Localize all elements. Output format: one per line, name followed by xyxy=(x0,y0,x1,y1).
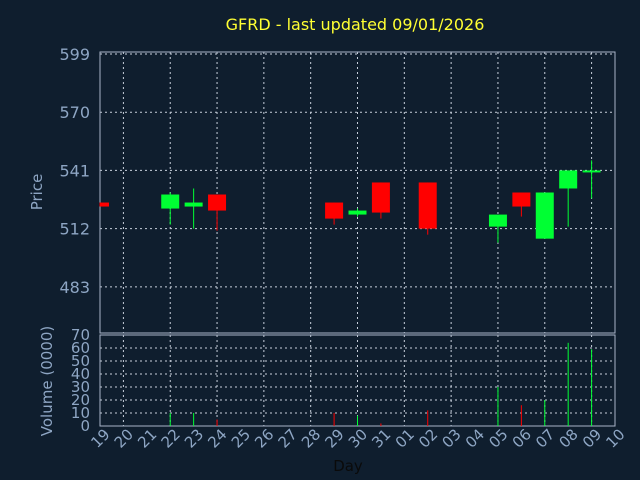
price-tick-label: 512 xyxy=(59,220,90,239)
price-panel: 599 570 541 512 483 xyxy=(59,45,616,334)
volume-tick-label: 50 xyxy=(71,352,90,370)
volume-tick-label: 0 xyxy=(80,417,90,435)
candle-body xyxy=(371,182,390,213)
volume-tick-label: 70 xyxy=(71,326,90,344)
candle-body xyxy=(488,214,507,227)
candle-body xyxy=(161,194,180,209)
price-plot-frame xyxy=(99,51,616,334)
volume-tick-label: 30 xyxy=(71,378,90,396)
candle-body xyxy=(418,182,437,229)
candle-body xyxy=(100,202,109,207)
volume-tick-label: 60 xyxy=(71,339,90,357)
price-tick-label: 599 xyxy=(59,45,90,64)
price-tick-label: 570 xyxy=(59,103,90,122)
price-axis-label: Price xyxy=(28,174,46,211)
price-tick-label: 483 xyxy=(59,278,90,297)
candle-body xyxy=(512,192,531,207)
x-axis-label: Day xyxy=(333,457,363,475)
candle-body xyxy=(208,194,227,211)
candle-body xyxy=(559,170,578,189)
candle-body xyxy=(184,202,203,207)
volume-tick-label: 20 xyxy=(71,391,90,409)
candle-body xyxy=(348,210,367,215)
candle-body xyxy=(535,192,554,239)
candle-body xyxy=(582,170,601,173)
volume-tick-label: 40 xyxy=(71,365,90,383)
x-axis: 1920212223242526272829303101020304050607… xyxy=(87,425,628,451)
volume-axis-label: Volume (0000) xyxy=(38,326,56,436)
chart-title: GFRD - last updated 09/01/2026 xyxy=(226,15,485,34)
volume-tick-label: 10 xyxy=(71,404,90,422)
price-tick-label: 541 xyxy=(59,161,90,180)
candle-body xyxy=(325,202,344,219)
